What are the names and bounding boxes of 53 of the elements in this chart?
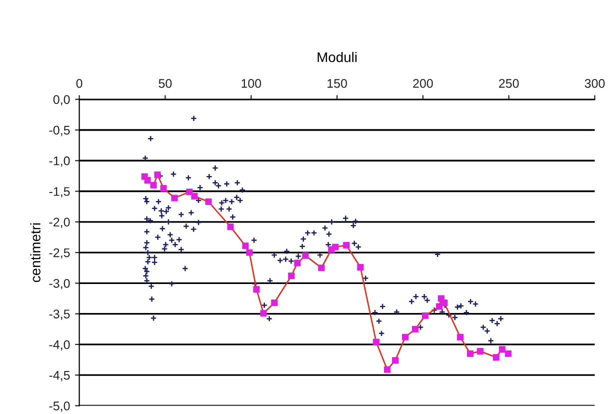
x-tick-label: 50 [158, 79, 172, 88]
point [440, 300, 448, 306]
y-axis-title: centimetri [30, 223, 40, 282]
point [171, 194, 178, 202]
point [294, 260, 301, 266]
point [302, 252, 309, 259]
point [332, 244, 339, 250]
point [246, 249, 253, 256]
point [260, 310, 267, 316]
point [343, 242, 350, 248]
y-tick-label: -0,5 [49, 126, 70, 136]
point [456, 334, 464, 340]
point [498, 346, 506, 353]
x-tick-label: 150 [328, 79, 347, 88]
x-tick-label: 250 [499, 79, 519, 88]
point [253, 286, 260, 293]
y-tick-label: -2,0 [49, 218, 70, 228]
point [205, 198, 212, 205]
y-tick-label: -4,5 [49, 371, 70, 382]
point [412, 326, 418, 332]
y-tick-label: -3,0 [49, 278, 70, 290]
point [144, 176, 151, 184]
y-tick-label: -1,0 [49, 156, 70, 167]
y-tick-label: -2,5 [49, 248, 70, 259]
x-axis-title: Moduli [318, 52, 357, 62]
y-tick-label: -3,5 [49, 310, 70, 320]
point [476, 348, 484, 354]
point [492, 354, 500, 361]
point [227, 224, 234, 230]
point [384, 366, 390, 373]
point [160, 184, 167, 192]
point [422, 312, 428, 319]
point [288, 272, 295, 280]
y-tick-label: 0,0 [53, 95, 70, 106]
point [466, 350, 474, 357]
x-tick-label: 0 [76, 79, 82, 88]
x-tick-label: 200 [413, 79, 433, 88]
point [504, 350, 512, 357]
point [357, 264, 364, 271]
y-tick-label: -1,5 [49, 187, 70, 198]
y-tick-label: -4,0 [49, 340, 70, 351]
point [392, 357, 399, 364]
x-tick-label: 300 [584, 79, 605, 88]
y-tick-label: -5,0 [49, 402, 70, 412]
point [318, 264, 325, 272]
point [271, 300, 278, 306]
point [191, 192, 198, 200]
point [154, 171, 161, 178]
point [242, 242, 249, 250]
point [402, 334, 408, 340]
x-tick-label: 100 [242, 79, 262, 88]
point [372, 338, 380, 346]
point [150, 182, 157, 188]
